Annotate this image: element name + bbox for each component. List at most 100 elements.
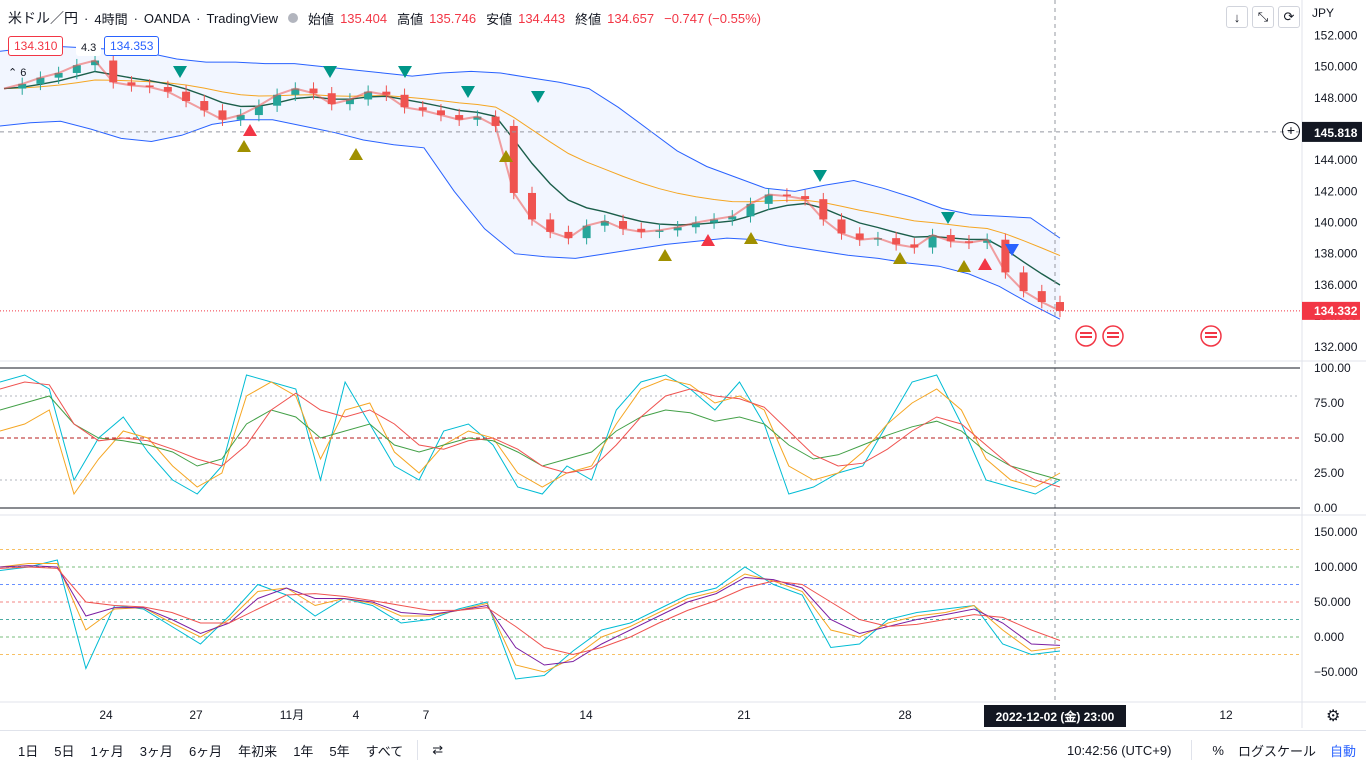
buy-signal-icon <box>237 140 251 152</box>
arrow-down-icon[interactable]: ↓ <box>1226 6 1248 28</box>
add-plus-icon[interactable]: + <box>1282 122 1300 140</box>
buy-signal-icon <box>499 150 513 162</box>
high-label: 高値 <box>397 11 424 27</box>
indicator-toggle[interactable]: ⌃ 6 <box>8 67 27 79</box>
currency-label[interactable]: JPY <box>1312 6 1335 20</box>
candle-body <box>455 115 464 120</box>
sell-signal-icon <box>531 91 545 103</box>
range-1d[interactable]: 1日 <box>18 743 39 759</box>
osc2-tick-label: 0.000 <box>1314 630 1344 644</box>
pane-controls: ↓ ⤡ ⟳ <box>1226 6 1300 28</box>
range-3m[interactable]: 3ヶ月 <box>139 743 173 759</box>
buy-signal-icon <box>349 148 363 160</box>
time-tick-label: 14 <box>579 708 593 722</box>
candle-body <box>1056 302 1064 311</box>
auto-scale-toggle[interactable]: 自動 <box>1329 743 1356 759</box>
candle-body <box>619 221 628 229</box>
candle-body <box>528 192 536 220</box>
candle-body <box>400 94 409 108</box>
high-value: 135.746 <box>429 10 477 26</box>
sell-signal-icon <box>1005 244 1019 256</box>
candle-body <box>637 228 646 232</box>
us-flag-stripe <box>1080 332 1092 334</box>
candle-body <box>855 233 864 240</box>
candle-body <box>254 105 263 116</box>
clock[interactable]: 10:42:56 (UTC+9) <box>1066 742 1172 758</box>
range-all[interactable]: すべて <box>365 743 404 759</box>
price-tick-label: 136.000 <box>1314 278 1358 292</box>
buy-signal-icon <box>893 252 907 264</box>
low-label: 安値 <box>486 11 513 27</box>
osc2-series-line <box>0 559 1061 680</box>
candle-body <box>946 235 955 242</box>
range-1m[interactable]: 1ヶ月 <box>90 743 124 759</box>
candle-body <box>436 110 445 116</box>
candle-body <box>600 221 609 226</box>
candle-body <box>582 225 591 239</box>
market-status-icon[interactable] <box>288 13 299 23</box>
range-5y[interactable]: 5年 <box>329 743 350 759</box>
time-tick-label: 27 <box>189 708 203 722</box>
candle-body <box>1037 291 1046 303</box>
sell-signal-icon <box>941 212 955 224</box>
candle-body <box>509 125 518 193</box>
candle-body <box>309 88 318 94</box>
divider <box>417 740 419 760</box>
time-tick-label: 28 <box>898 708 912 722</box>
crosshair-price-tag <box>1302 121 1362 142</box>
range-ytd[interactable]: 年初来 <box>238 743 278 759</box>
us-flag-stripe <box>1205 332 1217 334</box>
compare-icon[interactable]: ⇄ <box>432 742 444 757</box>
candle-body <box>1019 272 1028 292</box>
close-label: 終値 <box>575 11 602 27</box>
sell-signal-icon <box>813 170 827 182</box>
time-tick-label: 24 <box>99 708 113 722</box>
us-flag-stripe <box>1107 336 1119 338</box>
interval[interactable]: 4時間 <box>94 11 128 27</box>
trend-line <box>3 59 1061 312</box>
sell-price-button[interactable]: 134.310 <box>8 36 64 56</box>
osc1-series-line <box>0 374 1061 495</box>
candle-body <box>819 199 828 220</box>
candle-body <box>418 107 427 111</box>
candle-body <box>54 72 63 78</box>
symbol-name[interactable]: 米ドル／円 <box>8 10 78 26</box>
buy-signal-red-icon <box>701 234 715 246</box>
fullscreen-icon[interactable]: ⟳ <box>1278 6 1300 28</box>
bollinger-lower-line <box>0 119 1061 320</box>
close-value: 134.657 <box>607 10 655 26</box>
osc2-tick-label: 100.000 <box>1314 560 1358 574</box>
price-tick-label: 152.000 <box>1314 29 1358 43</box>
indicator-count: 6 <box>20 67 27 79</box>
buy-price-button[interactable]: 134.353 <box>104 36 160 56</box>
bollinger-upper-line <box>0 45 1061 239</box>
log-scale-toggle[interactable]: ログスケール <box>1237 743 1316 759</box>
time-tick-label: 11月 <box>280 708 304 722</box>
last-price-label: 134.332 <box>1314 304 1358 318</box>
candle-body <box>837 219 846 234</box>
candle-body <box>491 116 500 126</box>
buy-signal-red-icon <box>243 124 257 136</box>
range-5d[interactable]: 5日 <box>54 743 75 759</box>
range-1y[interactable]: 1年 <box>293 743 314 759</box>
candle-body <box>546 219 555 232</box>
us-flag-stripe <box>1080 336 1092 338</box>
sell-signal-icon <box>461 86 475 98</box>
osc2-series-line <box>0 565 1061 666</box>
candle-body <box>18 83 27 89</box>
candle-body <box>801 196 810 200</box>
time-tick-label: 7 <box>423 708 430 722</box>
candle-body <box>691 222 700 228</box>
osc1-series-line <box>0 378 1061 496</box>
percent-toggle[interactable]: % <box>1212 742 1224 758</box>
candle-body <box>1001 239 1010 273</box>
settings-gear-icon[interactable]: ⚙ <box>1326 708 1341 725</box>
candle-body <box>710 219 719 223</box>
osc1-series-line <box>0 395 1061 481</box>
sell-signal-icon <box>173 66 187 78</box>
osc2-series-line <box>0 566 1061 656</box>
expand-icon[interactable]: ⤡ <box>1252 6 1274 28</box>
platform: TradingView <box>206 10 279 26</box>
range-6m[interactable]: 6ヶ月 <box>188 743 223 759</box>
